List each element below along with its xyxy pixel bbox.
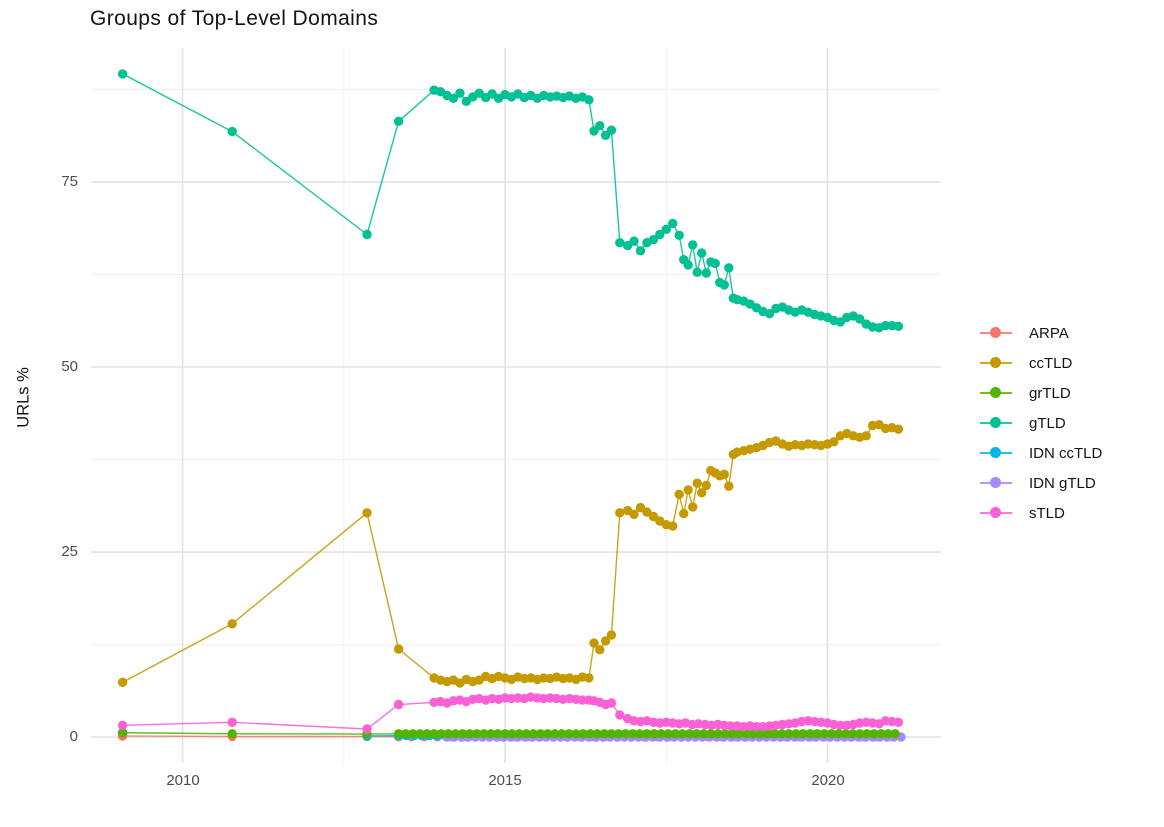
x-tick-label: 2010 <box>166 772 200 789</box>
legend-item-grtld: grTLD <box>980 378 1102 408</box>
series-cctld <box>117 420 904 688</box>
chart-title: Groups of Top-Level Domains <box>90 7 379 30</box>
legend-item-gtld: gTLD <box>980 408 1102 438</box>
x-tick-label: 2020 <box>811 772 845 789</box>
legend-item-arpa: ARPA <box>980 318 1102 348</box>
y-tick-label: 25 <box>61 543 78 560</box>
line-point-key-icon <box>980 417 1012 429</box>
y-tick-label: 0 <box>69 728 78 745</box>
series-stld <box>117 692 904 734</box>
gridlines-minor <box>91 48 941 763</box>
gridlines-major <box>91 48 941 763</box>
legend-item-idn-gtld: IDN gTLD <box>980 468 1102 498</box>
legend-item-idn-cctld: IDN ccTLD <box>980 438 1102 468</box>
legend-item-cctld: ccTLD <box>980 348 1102 378</box>
legend-label: IDN gTLD <box>1029 474 1096 492</box>
line-point-key-icon <box>980 477 1012 489</box>
legend-label: ccTLD <box>1029 354 1073 372</box>
legend-label: gTLD <box>1029 414 1066 432</box>
legend-item-stld: sTLD <box>980 498 1102 528</box>
legend-label: IDN ccTLD <box>1029 444 1103 462</box>
line-point-key-icon <box>980 357 1012 369</box>
y-tick-label: 50 <box>61 358 78 375</box>
line-point-key-icon <box>980 387 1012 399</box>
x-tick-label: 2015 <box>488 772 522 789</box>
legend-label: sTLD <box>1029 504 1065 522</box>
line-point-key-icon <box>980 447 1012 459</box>
legend-label: grTLD <box>1029 384 1071 402</box>
series-gtld <box>117 69 904 333</box>
legend: ARPA ccTLD grTLD gTLD IDN ccTLD IDN gTLD… <box>980 318 1102 528</box>
y-tick-label: 75 <box>61 173 78 190</box>
legend-label: ARPA <box>1029 324 1069 342</box>
line-point-key-icon <box>980 327 1012 339</box>
series-grtld <box>117 728 900 739</box>
line-point-key-icon <box>980 507 1012 519</box>
